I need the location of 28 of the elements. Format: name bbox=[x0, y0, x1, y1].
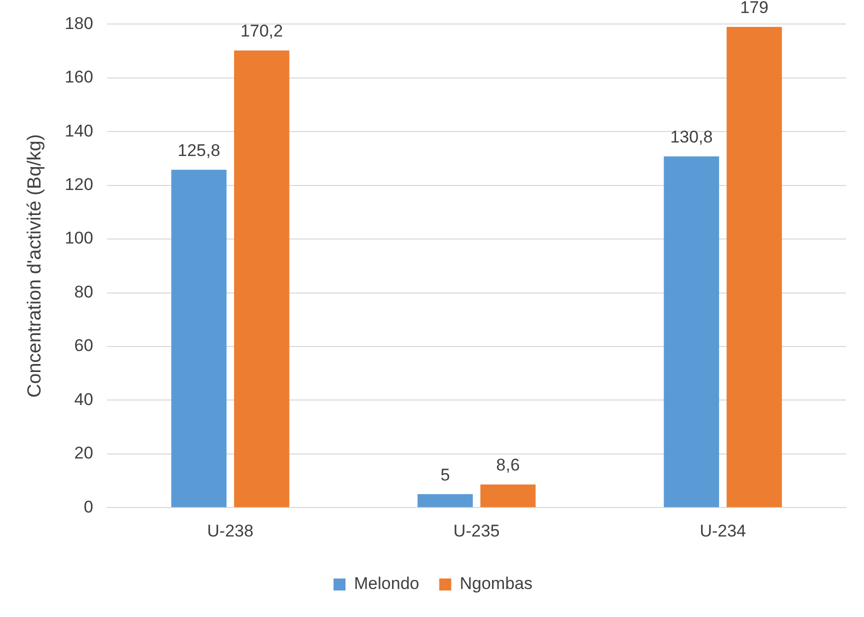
x-tick-label: U-238 bbox=[207, 521, 254, 540]
data-label: 130,8 bbox=[670, 128, 713, 147]
bar bbox=[418, 494, 473, 508]
y-tick-label: 120 bbox=[64, 175, 94, 194]
x-tick-label: U-235 bbox=[453, 521, 500, 540]
y-tick-label: 40 bbox=[74, 390, 94, 409]
y-tick-label: 140 bbox=[64, 121, 94, 140]
bar bbox=[171, 170, 227, 508]
legend-label: Melondo bbox=[354, 574, 420, 594]
data-label: 179 bbox=[740, 0, 768, 18]
data-label: 5 bbox=[440, 465, 450, 484]
bar bbox=[664, 156, 720, 508]
bar bbox=[726, 26, 782, 508]
data-label: 170,2 bbox=[240, 22, 283, 41]
y-tick-label: 180 bbox=[64, 14, 94, 33]
data-label: 8,6 bbox=[496, 456, 520, 475]
y-axis-title: Concentration d'activité (Bq/kg) bbox=[24, 134, 46, 398]
x-tick-label: U-234 bbox=[700, 521, 746, 540]
bar bbox=[234, 50, 290, 508]
bar bbox=[480, 484, 536, 508]
y-tick-label: 0 bbox=[84, 497, 94, 516]
y-tick-label: 100 bbox=[64, 228, 94, 248]
y-tick-label: 20 bbox=[74, 444, 94, 463]
y-tick-label: 80 bbox=[74, 282, 94, 302]
legend-label: Ngombas bbox=[460, 574, 532, 594]
y-tick-label: 160 bbox=[64, 68, 94, 87]
y-tick-label: 60 bbox=[74, 336, 94, 356]
data-label: 125,8 bbox=[178, 140, 220, 160]
